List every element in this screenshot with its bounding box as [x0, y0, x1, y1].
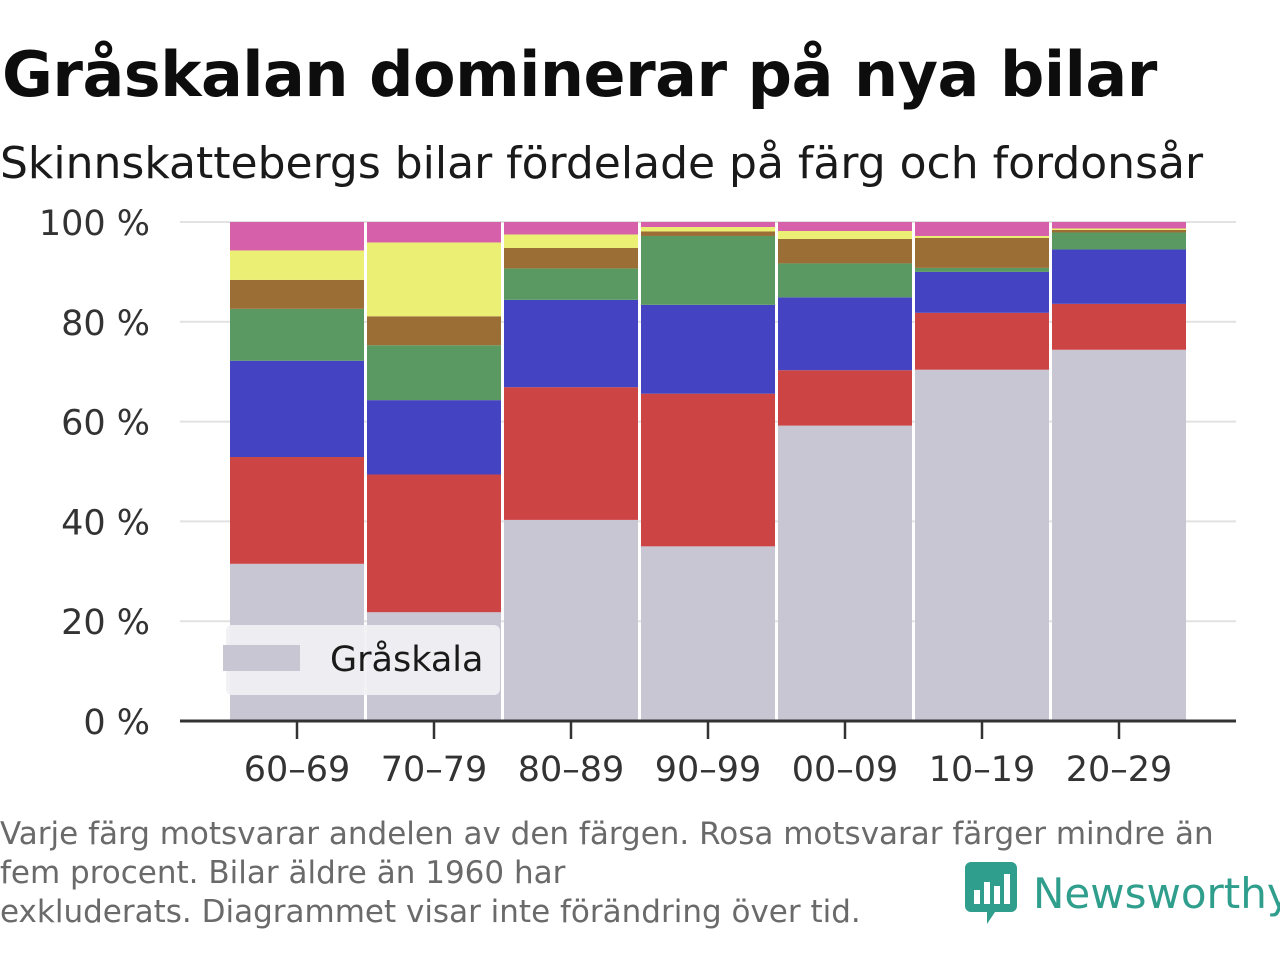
stacked-bar-chart: 0 % 20 % 40 % 60 % 80 % 100 % 60–69 70–79 80–89…	[39, 204, 1236, 790]
bar-segment	[367, 242, 501, 317]
x-tick-label: 60–69	[244, 750, 351, 790]
legend-box	[226, 625, 500, 695]
x-tick-label: 00–09	[792, 750, 899, 790]
bar-segment	[367, 316, 501, 346]
y-tick-label: 100 %	[39, 204, 150, 244]
bar-segment	[1052, 222, 1186, 229]
bar-segment	[1052, 229, 1186, 233]
y-tick-label: 40 %	[61, 503, 150, 543]
bar-segment	[915, 369, 1049, 721]
footnote: Varje färg motsvarar andelen av den färg…	[0, 815, 1250, 932]
x-axis: 60–69 70–79 80–89 90–99 00–09 10–19 20–29	[180, 719, 1236, 790]
bar-segment	[230, 250, 364, 280]
bar-segment	[641, 222, 775, 227]
bar-segment	[1052, 228, 1186, 230]
bar-segment	[504, 299, 638, 388]
legend-label: Gråskala	[330, 639, 483, 680]
y-tick-label: 60 %	[61, 404, 150, 444]
bar-segment	[641, 235, 775, 305]
bar-segment	[915, 312, 1049, 370]
bar-segment	[504, 234, 638, 248]
bar-segment	[641, 304, 775, 394]
bar-segment	[778, 222, 912, 231]
bar-segment	[641, 226, 775, 232]
y-axis-tick-labels: 0 % 20 % 40 % 60 % 80 % 100 %	[39, 204, 150, 743]
bar-segment	[504, 387, 638, 520]
bar-segment	[504, 268, 638, 300]
bar-segments	[230, 222, 1186, 721]
bar-segment	[230, 222, 364, 251]
footnote-line: exkluderats. Diagrammet visar inte förän…	[0, 894, 861, 930]
bar-segment	[1052, 232, 1186, 250]
bar-segment	[1052, 349, 1186, 721]
bar-segment	[504, 519, 638, 721]
bar-segment	[504, 247, 638, 269]
bar-segment	[367, 400, 501, 475]
bar-segment	[915, 267, 1049, 272]
bar-segment	[367, 474, 501, 613]
bar-segment	[641, 546, 775, 721]
bar-segment	[504, 222, 638, 235]
chart-title: Gråskalan dominerar på nya bilar	[2, 38, 1157, 111]
footnote-line: fem procent. Bilar äldre än 1960 har	[0, 855, 566, 891]
bar-segment	[367, 222, 501, 243]
bar-segment	[641, 393, 775, 547]
bar-segment	[367, 345, 501, 401]
legend: Gråskala	[223, 625, 500, 695]
y-tick-label: 0 %	[83, 703, 150, 743]
bar-segment	[778, 238, 912, 264]
y-tick-label: 20 %	[61, 603, 150, 643]
bar-segment	[915, 237, 1049, 268]
brand-name: Newsworthy	[1033, 868, 1280, 918]
bar-segment	[230, 360, 364, 458]
bar-segment	[778, 297, 912, 371]
bar-segment	[230, 308, 364, 361]
brand-logo: Newsworthy	[965, 862, 1280, 924]
bar-segment	[778, 263, 912, 298]
bar-segment	[230, 279, 364, 309]
bar-segment	[641, 231, 775, 236]
legend-swatch	[223, 645, 300, 671]
bar-segment	[230, 457, 364, 564]
bar-segment	[915, 271, 1049, 313]
bar-segment	[778, 230, 912, 239]
bar-segment	[778, 370, 912, 426]
x-tick-label: 10–19	[929, 750, 1036, 790]
x-tick-label: 70–79	[381, 750, 488, 790]
footnote-line: Varje färg motsvarar andelen av den färg…	[0, 816, 1214, 852]
bar-segment	[1052, 249, 1186, 304]
bar-segment	[1052, 303, 1186, 350]
bar-segment	[915, 235, 1049, 238]
x-tick-label: 90–99	[655, 750, 762, 790]
x-tick-label: 20–29	[1066, 750, 1173, 790]
x-tick-label: 80–89	[518, 750, 625, 790]
chart-subtitle: Skinnskattebergs bilar fördelade på färg…	[0, 138, 1204, 189]
bar-segment	[915, 222, 1049, 236]
newsworthy-logo-icon	[965, 862, 1017, 924]
bar-segment	[778, 425, 912, 721]
y-tick-label: 80 %	[61, 304, 150, 344]
